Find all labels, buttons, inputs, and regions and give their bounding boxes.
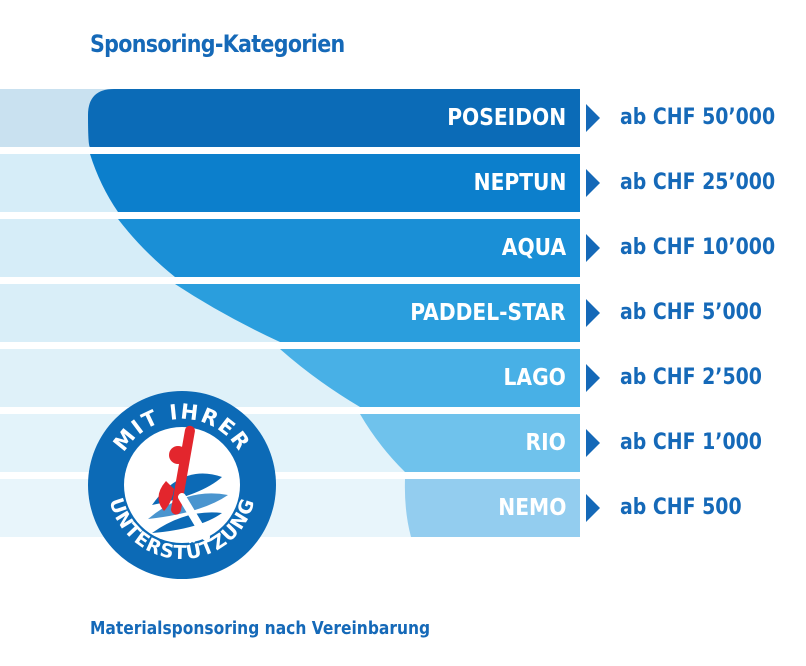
arrow-right-icon xyxy=(586,234,600,262)
band-fill xyxy=(360,414,580,472)
category-price: ab CHF 5’000 xyxy=(620,300,762,325)
band-fill xyxy=(118,219,580,277)
arrow-right-icon xyxy=(586,494,600,522)
category-name: AQUA xyxy=(501,235,566,261)
category-name: PADDEL-STAR xyxy=(410,300,566,326)
band-fill xyxy=(175,284,580,342)
arrow-right-icon xyxy=(586,364,600,392)
footer-note: Materialsponsoring nach Vereinbarung xyxy=(90,618,431,639)
category-name: LAGO xyxy=(503,365,566,391)
arrow-right-icon xyxy=(586,169,600,197)
paddler-logo-icon xyxy=(148,425,228,541)
category-price: ab CHF 50’000 xyxy=(620,105,776,130)
arrow-right-icon xyxy=(586,299,600,327)
band-fill xyxy=(404,479,580,537)
band-fill xyxy=(88,89,580,147)
arrow-right-icon xyxy=(586,429,600,457)
page-title: Sponsoring-Kategorien xyxy=(90,30,345,58)
category-name: NEPTUN xyxy=(473,170,566,196)
category-name: RIO xyxy=(525,430,566,456)
category-price: ab CHF 500 xyxy=(620,495,742,520)
category-name: POSEIDON xyxy=(447,105,566,131)
arrow-right-icon xyxy=(586,104,600,132)
category-price: ab CHF 25’000 xyxy=(620,170,776,195)
category-name: NEMO xyxy=(497,495,566,521)
band-fill xyxy=(90,154,580,212)
category-price: ab CHF 1’000 xyxy=(620,430,762,455)
category-price: ab CHF 10’000 xyxy=(620,235,776,260)
support-badge: MIT IHRER UNTERSTÜTZUNG xyxy=(88,391,276,579)
band-fill xyxy=(280,349,580,407)
category-price: ab CHF 2’500 xyxy=(620,365,762,390)
